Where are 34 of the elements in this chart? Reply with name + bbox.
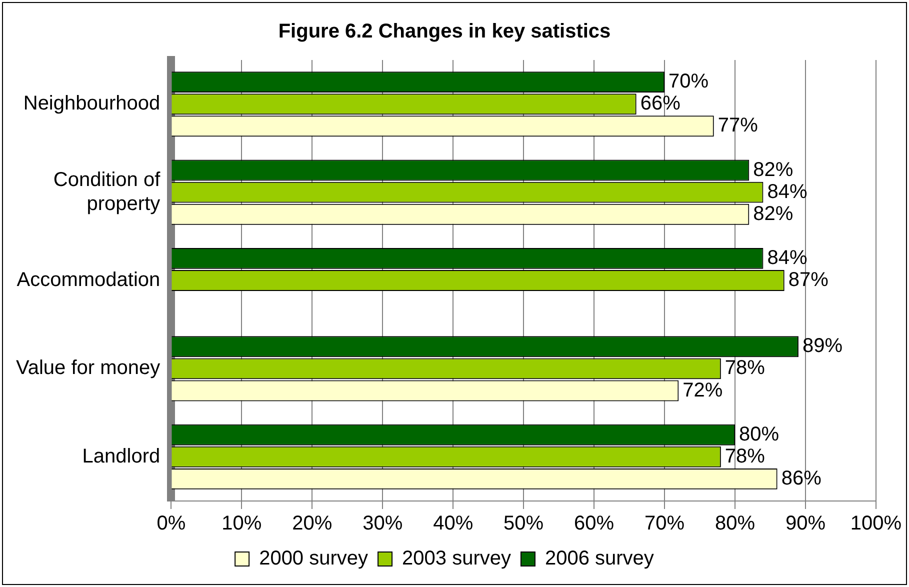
x-tick-label: 70% xyxy=(644,512,685,535)
y-tick-label: Neighbourhood xyxy=(23,92,160,115)
data-label: 86% xyxy=(781,467,822,490)
data-label: 80% xyxy=(739,423,780,446)
x-tick-label: 100% xyxy=(850,512,902,535)
data-label: 70% xyxy=(668,70,709,93)
x-tick-label: 0% xyxy=(156,512,186,535)
y-tick-label: Condition of property xyxy=(53,168,161,215)
data-label: 78% xyxy=(724,445,766,468)
x-tick-label: 50% xyxy=(504,512,544,535)
chart-title: Figure 6.2 Changes in key satistics xyxy=(278,20,611,43)
x-tick-label: 90% xyxy=(786,512,826,535)
data-label: 78% xyxy=(724,357,766,380)
x-tick-label: 30% xyxy=(362,512,403,535)
data-label: 72% xyxy=(682,379,723,402)
data-label: 66% xyxy=(640,92,681,115)
y-tick-label: Accommodation xyxy=(16,269,160,292)
data-label: 82% xyxy=(753,202,794,225)
x-tick-label: 20% xyxy=(292,512,332,535)
legend-label: 2000 survey xyxy=(259,548,368,570)
legend-label: 2006 survey xyxy=(544,548,654,570)
x-tick-label: 60% xyxy=(574,512,614,535)
data-label: 87% xyxy=(788,269,829,292)
x-tick-label: 40% xyxy=(433,512,474,535)
data-label: 77% xyxy=(718,114,758,137)
data-label: 84% xyxy=(767,180,808,203)
data-label: 89% xyxy=(802,335,843,358)
x-tick-label: 80% xyxy=(715,512,756,535)
y-tick-label: Landlord xyxy=(82,445,160,468)
data-label: 82% xyxy=(753,158,794,181)
data-label: 84% xyxy=(767,246,808,269)
x-tick-label: 10% xyxy=(222,512,262,535)
y-tick-label: Value for money xyxy=(16,357,160,380)
legend-label: 2003 survey xyxy=(402,548,511,570)
